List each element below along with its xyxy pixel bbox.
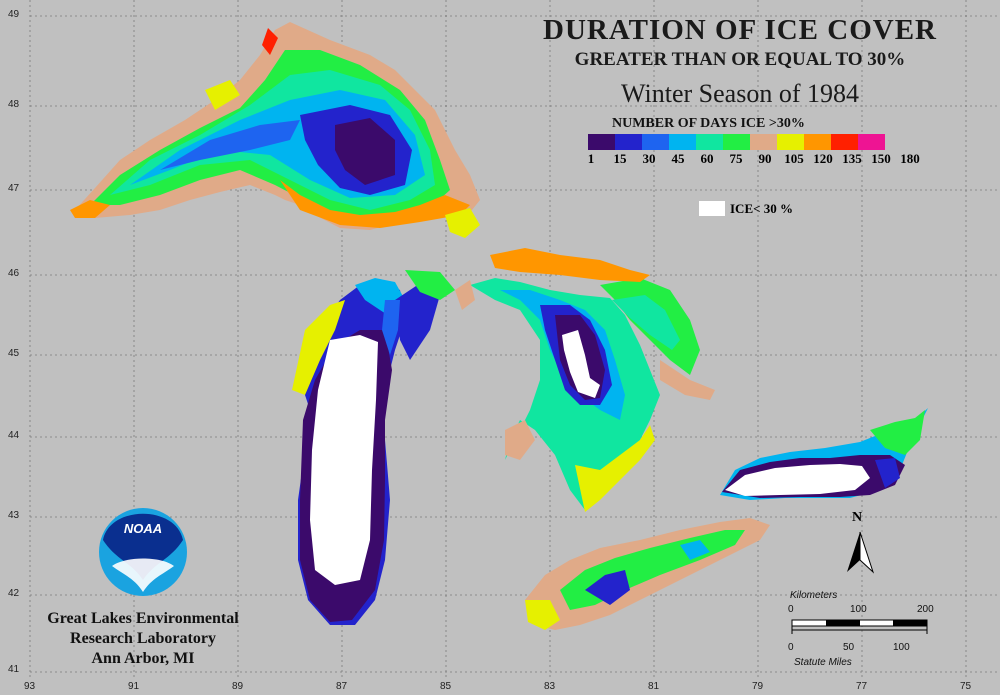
legend-swatch xyxy=(723,134,750,150)
noaa-logo-text: NOAA xyxy=(123,521,163,536)
season-label: Winter Season of 1984 xyxy=(621,79,859,108)
mi-label: Statute Miles xyxy=(794,657,852,668)
legend-tick-label: 135 xyxy=(842,151,862,166)
lat-label: 49 xyxy=(8,9,20,20)
credit-line: Great Lakes Environmental xyxy=(47,610,239,627)
lon-label: 87 xyxy=(336,681,348,692)
lake-erie xyxy=(525,518,770,630)
credit-block: Great Lakes Environmental Research Labor… xyxy=(18,609,268,669)
lat-label: 46 xyxy=(8,268,20,279)
lon-label: 75 xyxy=(960,681,972,692)
mi-tick: 50 xyxy=(843,642,855,653)
credit-line: Ann Arbor, MI xyxy=(91,650,195,667)
legend-tick-label: 90 xyxy=(758,151,772,166)
lon-label: 93 xyxy=(24,681,36,692)
legend-title: NUMBER OF DAYS ICE >30% xyxy=(612,116,805,131)
legend-tick-label: 150 xyxy=(871,151,891,166)
lake-superior xyxy=(70,22,480,238)
legend-swatch xyxy=(750,134,777,150)
lake-huron xyxy=(455,248,715,512)
legend-swatch xyxy=(696,134,723,150)
legend-tick-label: 15 xyxy=(613,151,627,166)
legend-swatch xyxy=(858,134,885,150)
lon-label: 83 xyxy=(544,681,556,692)
legend-tick-label: 180 xyxy=(900,151,920,166)
lat-label: 45 xyxy=(8,348,20,359)
lon-label: 81 xyxy=(648,681,660,692)
km-tick: 200 xyxy=(917,604,934,615)
km-tick: 0 xyxy=(788,604,794,615)
legend-ticks: 1 15 30 45 60 75 90 105 120 135 150 180 xyxy=(576,151,956,169)
lat-label: 48 xyxy=(8,99,20,110)
legend-tick-label: 60 xyxy=(700,151,714,166)
legend-tick-label: 45 xyxy=(671,151,685,166)
lon-label: 79 xyxy=(752,681,764,692)
north-label: N xyxy=(852,510,863,525)
scale-bar xyxy=(791,619,928,634)
legend-swatch xyxy=(777,134,804,150)
legend-tick-label: 105 xyxy=(784,151,804,166)
title-block: DURATION OF ICE COVER GREATER THAN OR EQ… xyxy=(520,14,960,109)
credit-line: Research Laboratory xyxy=(70,630,216,647)
mi-tick: 0 xyxy=(788,642,794,653)
lon-label: 89 xyxy=(232,681,244,692)
lat-label: 41 xyxy=(8,664,20,675)
lat-label: 44 xyxy=(8,430,20,441)
lake-ontario xyxy=(720,408,928,500)
legend-swatch xyxy=(669,134,696,150)
lon-label: 91 xyxy=(128,681,140,692)
lat-label: 47 xyxy=(8,183,20,194)
km-tick: 100 xyxy=(850,604,867,615)
lat-label: 43 xyxy=(8,510,20,521)
lon-label: 77 xyxy=(856,681,868,692)
lake-michigan xyxy=(292,270,455,625)
legend-tick-label: 1 xyxy=(587,151,595,166)
map-subtitle: GREATER THAN OR EQUAL TO 30% xyxy=(574,49,906,70)
mi-tick: 100 xyxy=(893,642,910,653)
north-arrow xyxy=(847,531,875,574)
lon-label: 85 xyxy=(440,681,452,692)
legend-swatches xyxy=(588,134,885,150)
lat-label: 42 xyxy=(8,588,20,599)
legend-swatch xyxy=(804,134,831,150)
legend-tick-label: 30 xyxy=(642,151,656,166)
noaa-logo xyxy=(99,508,187,596)
legend-swatch xyxy=(615,134,642,150)
legend-tick-label: 75 xyxy=(729,151,743,166)
legend-tick-label: 120 xyxy=(813,151,833,166)
legend-swatch xyxy=(831,134,858,150)
legend-swatch xyxy=(588,134,615,150)
km-label: Kilometers xyxy=(790,590,838,601)
map-title: DURATION OF ICE COVER xyxy=(543,14,937,46)
ice-legend-label: ICE< 30 % xyxy=(730,201,794,216)
ice-legend-swatch xyxy=(699,201,725,216)
legend-swatch xyxy=(642,134,669,150)
